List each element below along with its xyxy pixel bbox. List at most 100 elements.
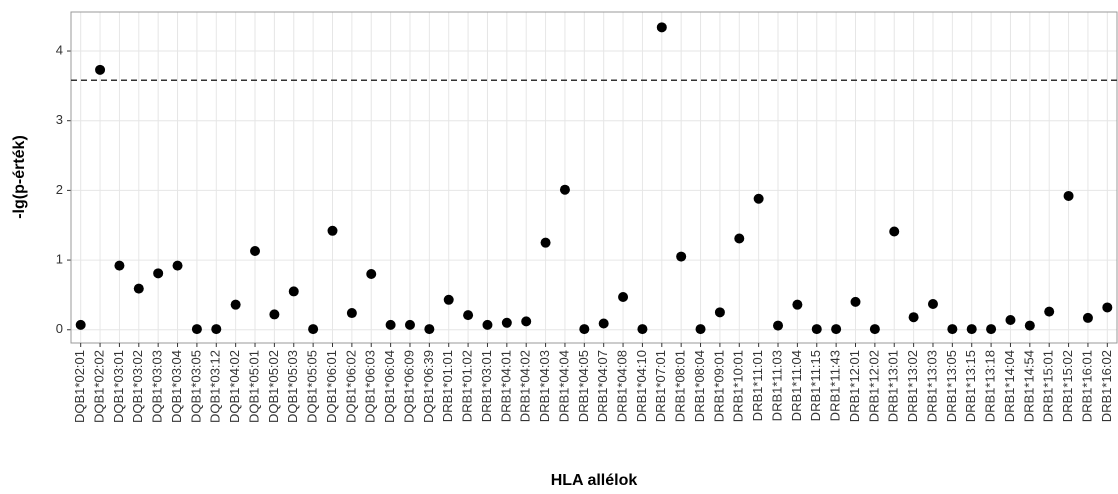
x-tick-label: DRB1*07:01 bbox=[653, 350, 668, 422]
point bbox=[114, 260, 125, 271]
point bbox=[889, 226, 900, 237]
point bbox=[404, 319, 415, 330]
point bbox=[947, 324, 958, 335]
x-tick-label: DQB1*06:01 bbox=[324, 350, 339, 423]
x-tick-label: DQB1*06:03 bbox=[363, 350, 378, 423]
x-tick-label: DRB1*08:01 bbox=[673, 350, 688, 422]
x-tick-label: DQB1*03:12 bbox=[208, 350, 223, 423]
point bbox=[133, 283, 144, 294]
x-tick-label: DRB1*04:04 bbox=[556, 350, 571, 422]
x-tick-label: DQB1*05:01 bbox=[246, 350, 261, 423]
x-tick-label: DRB1*16:02 bbox=[1099, 350, 1114, 422]
point bbox=[1005, 315, 1016, 326]
x-tick-label: DRB1*12:01 bbox=[847, 350, 862, 422]
x-tick-label: DRB1*04:05 bbox=[576, 350, 591, 422]
point bbox=[618, 292, 629, 303]
x-tick-label: DRB1*11:04 bbox=[789, 350, 804, 421]
x-tick-label: DRB1*13:02 bbox=[905, 350, 920, 422]
x-tick-label: DRB1*14:54 bbox=[1021, 350, 1036, 422]
x-tick-label: DQB1*06:02 bbox=[343, 350, 358, 423]
point bbox=[1044, 306, 1055, 317]
x-tick-label: DRB1*04:07 bbox=[595, 350, 610, 422]
x-tick-label: DRB1*13:03 bbox=[924, 350, 939, 422]
plot-border bbox=[70, 11, 1118, 344]
x-tick-label: DRB1*11:15 bbox=[808, 350, 823, 421]
point bbox=[153, 268, 164, 279]
point bbox=[1102, 302, 1113, 313]
point bbox=[773, 320, 784, 331]
x-tick-label: DRB1*10:01 bbox=[731, 350, 746, 422]
point bbox=[676, 251, 687, 262]
point bbox=[191, 324, 202, 335]
x-tick-label: DRB1*11:43 bbox=[828, 350, 843, 421]
x-tick-label: DRB1*09:01 bbox=[711, 350, 726, 422]
point bbox=[966, 324, 977, 335]
x-tick-label: DRB1*13:05 bbox=[944, 350, 959, 422]
point bbox=[579, 324, 590, 335]
point bbox=[346, 308, 357, 319]
x-tick-label: DRB1*11:01 bbox=[750, 350, 765, 421]
x-tick-label: DQB1*05:03 bbox=[285, 350, 300, 423]
x-tick-label: DRB1*04:01 bbox=[498, 350, 513, 422]
x-tick-label: DQB1*05:02 bbox=[266, 350, 281, 423]
point bbox=[734, 233, 745, 244]
point bbox=[927, 298, 938, 309]
x-tick-label: DRB1*08:04 bbox=[692, 350, 707, 422]
point bbox=[986, 324, 997, 335]
point bbox=[869, 324, 880, 335]
point bbox=[172, 260, 183, 271]
point bbox=[1082, 312, 1093, 323]
point bbox=[230, 299, 241, 310]
point bbox=[211, 324, 222, 335]
point bbox=[250, 246, 261, 257]
x-tick-label: DQB1*05:05 bbox=[305, 350, 320, 423]
point bbox=[637, 324, 648, 335]
plot-background bbox=[71, 12, 1117, 343]
x-tick-label: DQB1*03:04 bbox=[169, 350, 184, 423]
point bbox=[424, 324, 435, 335]
x-tick-label: DQB1*03:05 bbox=[188, 350, 203, 423]
y-axis-label: -lg(p-érték) bbox=[11, 135, 28, 219]
point bbox=[695, 324, 706, 335]
point bbox=[521, 316, 532, 327]
x-tick-label: DQB1*03:03 bbox=[150, 350, 165, 423]
x-tick-label: DRB1*03:01 bbox=[479, 350, 494, 422]
x-tick-label: DRB1*04:10 bbox=[634, 350, 649, 422]
point bbox=[288, 286, 299, 297]
x-tick-label: DRB1*11:03 bbox=[769, 350, 784, 421]
x-tick-label: DQB1*04:02 bbox=[227, 350, 242, 423]
point bbox=[1024, 320, 1035, 331]
point bbox=[540, 237, 551, 248]
point bbox=[753, 193, 764, 204]
x-tick-label: DRB1*01:02 bbox=[460, 350, 475, 422]
point bbox=[75, 319, 86, 330]
point bbox=[327, 225, 338, 236]
x-tick-label: DRB1*01:01 bbox=[440, 350, 455, 422]
point bbox=[443, 294, 454, 305]
point bbox=[714, 307, 725, 318]
point bbox=[598, 318, 609, 329]
x-tick-label: DRB1*15:02 bbox=[1060, 350, 1075, 422]
point bbox=[792, 299, 803, 310]
x-tick-label: DRB1*13:18 bbox=[983, 350, 998, 422]
y-tick-label: 4 bbox=[56, 42, 63, 57]
x-tick-label: DRB1*13:15 bbox=[963, 350, 978, 422]
x-tick-label: DQB1*03:01 bbox=[111, 350, 126, 423]
point bbox=[811, 324, 822, 335]
x-tick-label: DQB1*06:09 bbox=[401, 350, 416, 423]
x-tick-label: DRB1*12:02 bbox=[866, 350, 881, 422]
x-axis-label: HLA allélok bbox=[551, 472, 638, 489]
x-tick-label: DRB1*04:02 bbox=[518, 350, 533, 422]
point bbox=[463, 310, 474, 321]
x-tick-label: DRB1*04:08 bbox=[614, 350, 629, 422]
point bbox=[1063, 190, 1074, 201]
point bbox=[482, 319, 493, 330]
y-tick-label: 2 bbox=[56, 182, 63, 197]
x-tick-label: DQB1*06:04 bbox=[382, 350, 397, 423]
point bbox=[269, 309, 280, 320]
x-tick-label: DRB1*04:03 bbox=[537, 350, 552, 422]
y-tick-label: 3 bbox=[56, 112, 63, 127]
point bbox=[95, 64, 106, 75]
point bbox=[831, 324, 842, 335]
